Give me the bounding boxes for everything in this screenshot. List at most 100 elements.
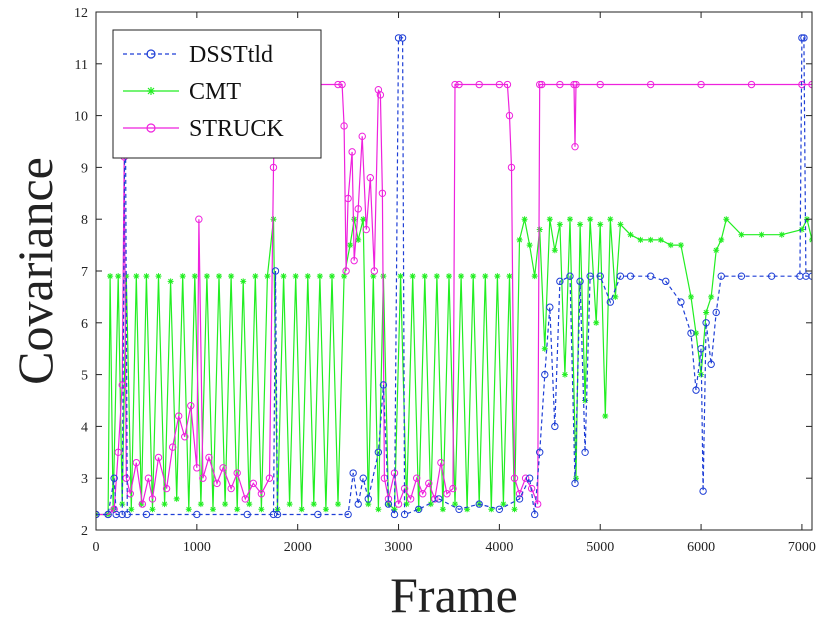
data-point-dssttld <box>118 510 126 519</box>
data-point-struck <box>534 500 542 508</box>
data-point-dssttld <box>394 34 403 42</box>
data-point-cmt <box>216 273 223 280</box>
data-point-cmt <box>375 506 382 513</box>
data-point-cmt <box>222 501 229 508</box>
data-point-cmt <box>246 501 253 508</box>
data-point-cmt <box>341 273 348 280</box>
data-point-cmt <box>161 501 168 508</box>
data-point-cmt <box>167 278 174 285</box>
data-point-dssttld <box>349 469 357 477</box>
data-point-dssttld <box>495 505 504 513</box>
data-point-cmt <box>347 242 354 249</box>
data-point-cmt <box>310 501 317 508</box>
data-point-struck <box>374 86 383 94</box>
y-tick-label: 8 <box>81 213 88 228</box>
data-point-cmt <box>617 221 624 228</box>
data-point-dssttld <box>344 510 352 519</box>
data-point-struck <box>193 464 201 472</box>
data-point-struck <box>233 469 241 477</box>
data-point-cmt <box>292 273 299 280</box>
data-point-cmt <box>687 293 694 300</box>
data-point-struck <box>205 453 213 462</box>
data-point-dssttld <box>390 510 399 519</box>
data-point-cmt <box>415 506 422 513</box>
data-point-cmt <box>667 242 674 249</box>
data-point-dssttld <box>400 510 409 519</box>
data-point-struck <box>443 490 451 498</box>
legend-marker-dssttld <box>146 49 156 59</box>
data-point-dssttld <box>536 448 544 456</box>
data-point-cmt <box>677 242 684 249</box>
data-point-cmt <box>304 273 311 280</box>
data-point-struck <box>376 91 385 99</box>
data-point-cmt <box>209 506 216 513</box>
data-point-struck <box>350 256 358 265</box>
data-point-cmt <box>647 236 654 243</box>
data-point-struck <box>370 267 379 275</box>
y-tick-label: 9 <box>81 161 88 176</box>
data-point-cmt <box>370 273 377 280</box>
data-point-dssttld <box>798 34 806 42</box>
data-point-dssttld <box>712 308 720 317</box>
data-point-cmt <box>133 273 140 280</box>
data-point-struck <box>342 267 350 275</box>
data-point-struck <box>195 215 203 223</box>
data-point-dssttld <box>581 448 589 456</box>
data-point-cmt <box>526 242 533 249</box>
data-point-cmt <box>445 273 452 280</box>
y-tick-label: 2 <box>81 524 88 539</box>
data-point-cmt <box>536 226 543 233</box>
data-point-struck <box>340 122 348 130</box>
y-tick-label: 7 <box>81 265 88 280</box>
y-tick-label: 12 <box>74 6 88 21</box>
legend: DSSTtld CMT STRUCK <box>112 29 322 159</box>
data-point-struck <box>437 458 445 467</box>
data-point-dssttld <box>800 34 808 42</box>
data-point-struck <box>269 163 278 172</box>
legend-label-dssttld: DSSTtld <box>189 42 273 68</box>
data-point-struck <box>132 458 141 467</box>
data-point-cmt <box>531 273 538 280</box>
data-point-dssttld <box>767 272 776 280</box>
legend-marker-struck <box>146 123 156 133</box>
data-point-cmt <box>286 501 293 508</box>
data-point-struck <box>527 484 536 493</box>
data-point-struck <box>199 474 207 482</box>
data-point-dssttld <box>737 272 746 280</box>
data-point-cmt <box>439 506 446 513</box>
data-point-cmt <box>427 501 434 508</box>
data-point-struck <box>168 443 177 451</box>
data-point-struck <box>114 448 122 456</box>
data-point-cmt <box>488 506 495 513</box>
data-point-struck <box>348 148 356 156</box>
legend-marker-cmt <box>147 87 155 95</box>
data-point-dssttld <box>359 474 367 482</box>
data-point-cmt <box>521 216 528 223</box>
data-point-dssttld <box>384 500 393 508</box>
data-point-cmt <box>203 273 210 280</box>
data-point-cmt <box>322 506 329 513</box>
data-point-cmt <box>587 216 594 223</box>
data-point-cmt <box>365 501 372 508</box>
x-tick-label: 4000 <box>485 540 513 555</box>
data-point-struck <box>219 464 227 472</box>
data-point-struck <box>265 474 274 482</box>
data-point-cmt <box>298 506 305 513</box>
data-point-dssttld <box>379 381 388 389</box>
data-point-cmt <box>191 273 198 280</box>
data-point-struck <box>697 80 705 89</box>
data-point-cmt <box>708 293 715 300</box>
data-point-struck <box>162 484 171 493</box>
data-point-dssttld <box>110 474 118 482</box>
data-point-cmt <box>433 273 440 280</box>
data-point-struck <box>257 490 266 498</box>
data-point-struck <box>394 500 403 508</box>
data-point-dssttld <box>551 422 559 431</box>
data-point-cmt <box>316 273 323 280</box>
data-point-cmt <box>551 247 558 254</box>
data-point-struck <box>181 433 189 441</box>
data-point-cmt <box>494 273 501 280</box>
data-point-struck <box>572 80 580 89</box>
data-point-cmt <box>703 309 710 316</box>
data-point-cmt <box>458 273 465 280</box>
